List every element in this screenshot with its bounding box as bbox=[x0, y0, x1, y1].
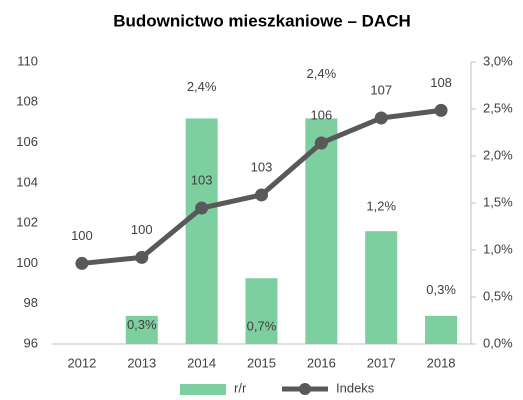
legend-marker bbox=[299, 383, 311, 395]
line-marker bbox=[434, 103, 448, 117]
y2-tick-label: 1,5% bbox=[483, 194, 513, 209]
line-value-label: 103 bbox=[191, 172, 213, 187]
line-value-label: 100 bbox=[131, 222, 153, 237]
bar bbox=[185, 118, 218, 345]
y2-tick-label: 3,0% bbox=[483, 53, 513, 68]
line-marker bbox=[195, 201, 209, 215]
bar-value-label: 2,4% bbox=[307, 66, 337, 81]
y-tick-label: 100 bbox=[16, 255, 38, 270]
line-value-label: 108 bbox=[430, 75, 452, 90]
chart-title: Budownictwo mieszkaniowe – DACH bbox=[113, 11, 411, 30]
bar-value-label: 0,3% bbox=[426, 282, 456, 297]
bar bbox=[305, 118, 338, 345]
y2-tick-label: 0,5% bbox=[483, 288, 513, 303]
bar-value-label: 0,7% bbox=[247, 319, 277, 334]
line-marker bbox=[135, 250, 149, 264]
y2-tick-label: 0,0% bbox=[483, 335, 513, 350]
x-tick-label: 2016 bbox=[307, 355, 336, 370]
y-tick-label: 110 bbox=[17, 53, 38, 68]
bar-value-label: 2,4% bbox=[187, 79, 217, 94]
bar bbox=[425, 315, 458, 344]
x-tick-label: 2012 bbox=[67, 355, 96, 370]
y-tick-label: 96 bbox=[24, 335, 38, 350]
bar-value-label: 1,2% bbox=[366, 199, 396, 214]
line-value-label: 107 bbox=[370, 82, 392, 97]
x-tick-label: 2013 bbox=[127, 355, 156, 370]
y-tick-label: 104 bbox=[16, 174, 38, 189]
line-marker bbox=[255, 188, 268, 202]
line-value-label: 100 bbox=[71, 228, 93, 243]
y-tick-label: 108 bbox=[16, 94, 38, 109]
bar-value-label: 0,3% bbox=[127, 317, 157, 332]
legend-swatch bbox=[180, 384, 226, 395]
y2-tick-label: 2,5% bbox=[483, 100, 513, 115]
x-tick-label: 2015 bbox=[247, 355, 276, 370]
x-tick-label: 2017 bbox=[367, 355, 396, 370]
bar bbox=[245, 278, 278, 344]
line-value-label: 103 bbox=[251, 159, 273, 174]
y-tick-label: 98 bbox=[24, 295, 38, 310]
legend-label: r/r bbox=[234, 380, 247, 395]
y2-tick-label: 2,0% bbox=[483, 147, 513, 162]
x-tick-label: 2014 bbox=[187, 355, 216, 370]
y-tick-label: 106 bbox=[16, 134, 38, 149]
line-value-label: 106 bbox=[311, 107, 333, 122]
line-marker bbox=[75, 256, 89, 270]
y2-tick-label: 1,0% bbox=[483, 241, 513, 256]
x-tick-label: 2018 bbox=[427, 355, 456, 370]
bar bbox=[125, 315, 158, 344]
legend-label: Indeks bbox=[336, 380, 375, 395]
bar bbox=[365, 231, 398, 344]
y-tick-label: 102 bbox=[16, 215, 38, 230]
line-marker bbox=[374, 111, 388, 125]
line-marker bbox=[314, 136, 328, 150]
